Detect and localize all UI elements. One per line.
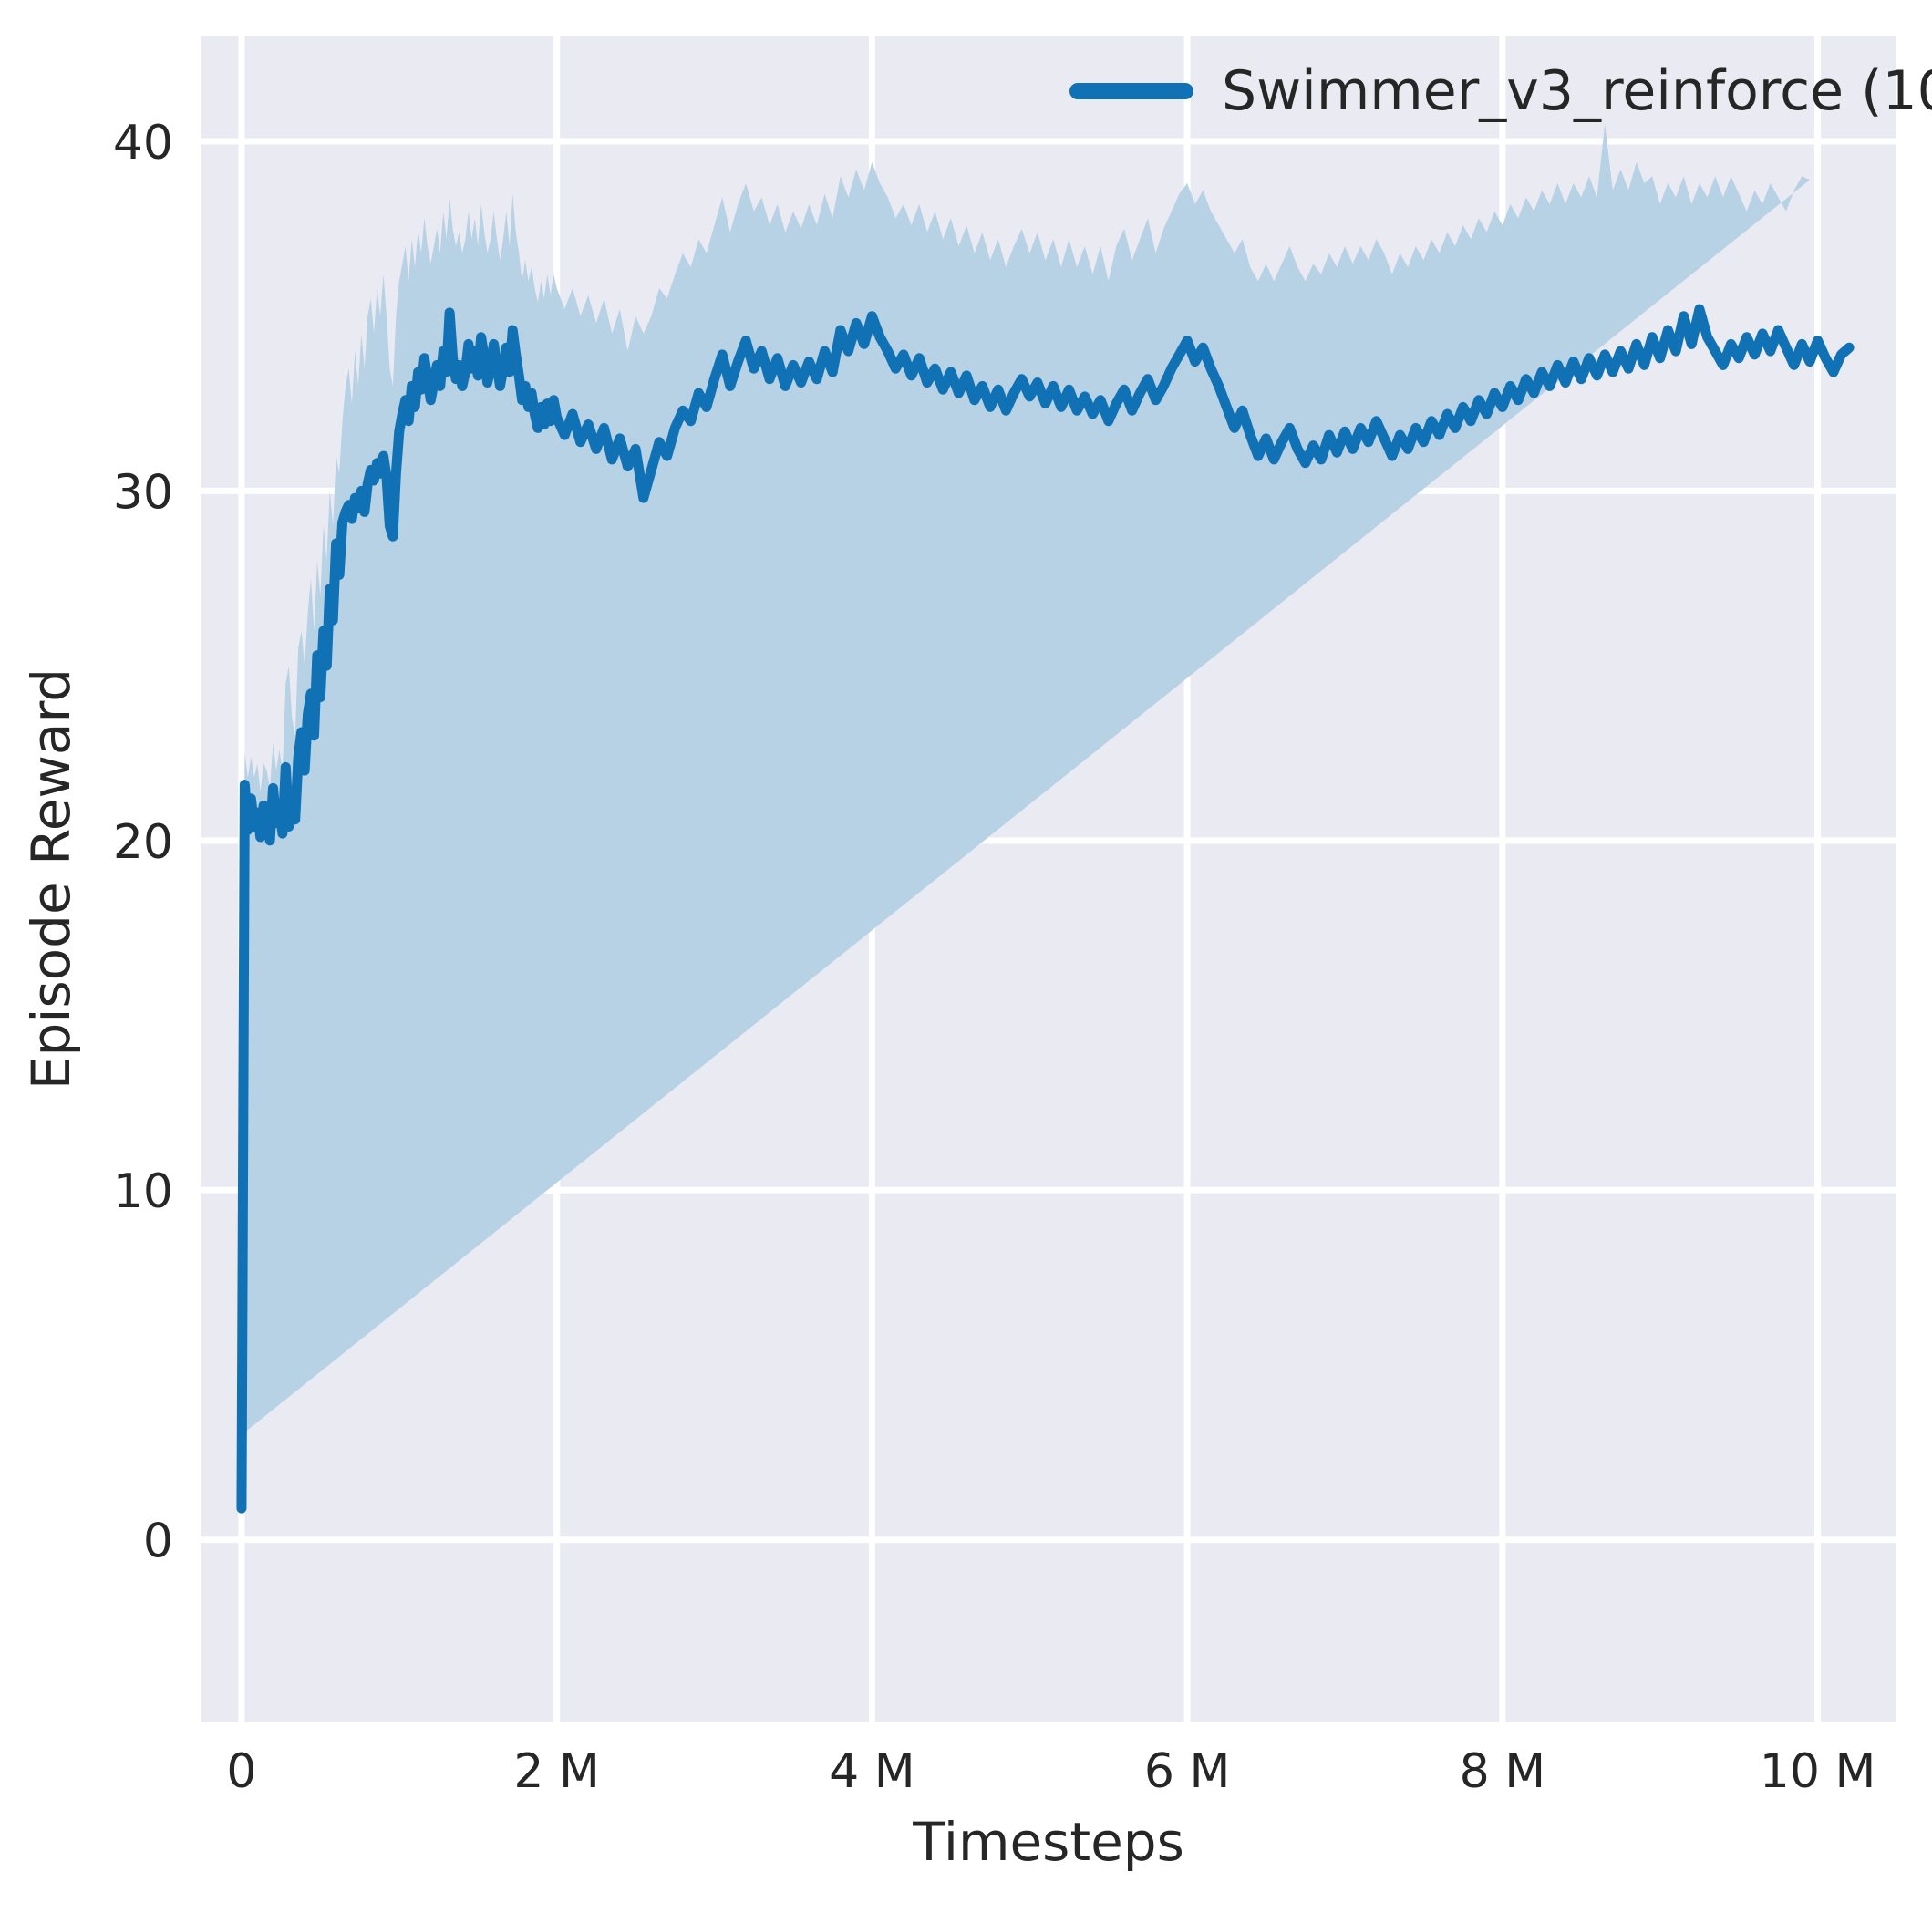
x-axis-title: Timesteps [912, 1811, 1184, 1873]
x-tick-label: 8 M [1460, 1744, 1545, 1799]
x-tick-label: 4 M [829, 1744, 914, 1799]
legend-entry-label: Swimmer_v3_reinforce (10) [1222, 59, 1932, 123]
x-tick-label: 6 M [1144, 1744, 1230, 1799]
mean-line [236, 304, 1855, 1514]
y-tick-label: 40 [113, 116, 173, 171]
x-tick-labels: 0 2 M 4 M 6 M 8 M 10 M [226, 1744, 1875, 1799]
y-tick-label: 0 [143, 1515, 173, 1569]
series-line-0 [236, 304, 1855, 1514]
y-axis-title: Episode Reward [20, 668, 82, 1090]
legend: Swimmer_v3_reinforce (10) [1069, 59, 1932, 123]
y-tick-label: 30 [113, 465, 173, 520]
y-tick-label: 10 [113, 1164, 173, 1219]
x-tick-label: 10 M [1760, 1744, 1876, 1799]
y-tick-label: 20 [113, 815, 173, 870]
x-tick-label: 2 M [513, 1744, 599, 1799]
y-tick-labels: 0 10 20 30 40 [113, 116, 173, 1569]
x-tick-label: 0 [226, 1744, 256, 1799]
